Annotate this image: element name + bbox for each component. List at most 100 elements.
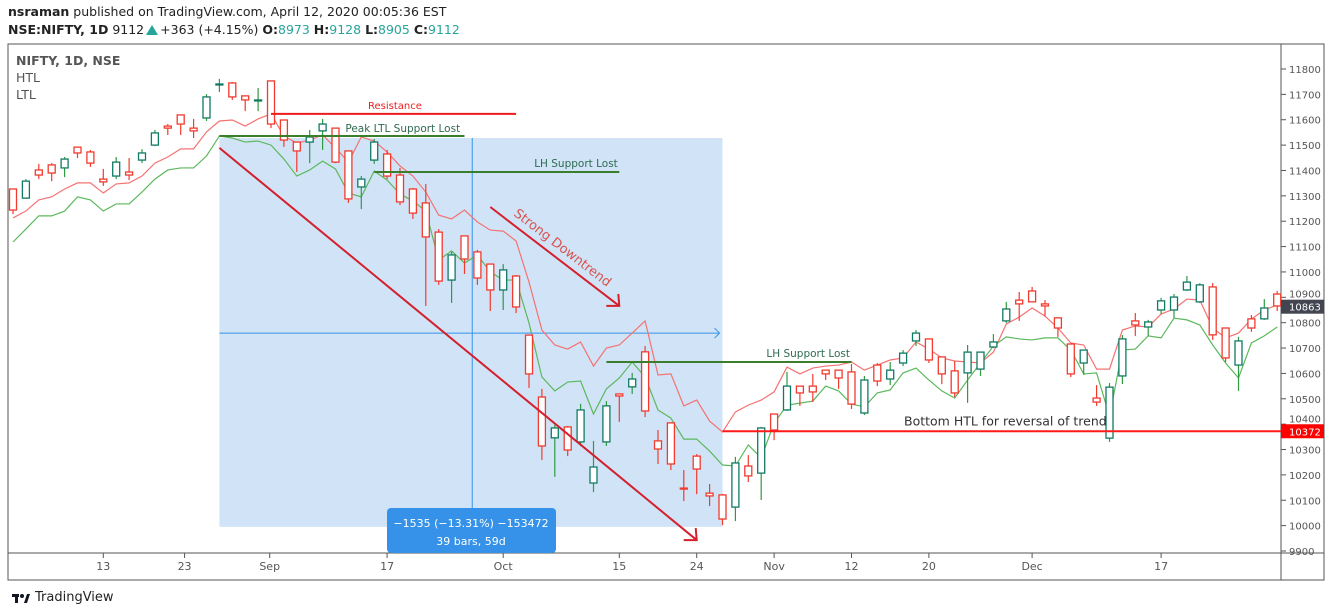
candle-body <box>731 462 740 508</box>
candle-body <box>976 351 985 370</box>
author-name[interactable]: nsraman <box>8 4 70 19</box>
candle-down <box>1040 300 1050 317</box>
candle-body <box>963 351 972 374</box>
y-tick-label: 10300 <box>1289 446 1321 457</box>
candle-body <box>73 146 82 154</box>
candle-down <box>1208 283 1217 340</box>
measure-range-box <box>219 138 723 527</box>
legend-ltl: LTL <box>16 87 36 102</box>
candle-body <box>292 141 301 152</box>
candle-body <box>757 427 766 474</box>
candle-down <box>176 114 185 135</box>
candle-body <box>563 426 572 451</box>
candle-body <box>395 174 405 203</box>
candle-down <box>795 385 805 406</box>
candle-down <box>460 235 469 274</box>
candle-down <box>1027 286 1037 303</box>
x-tick-label: 12 <box>845 560 859 573</box>
bottom-htl-label: Bottom HTL for reversal of trend <box>904 413 1107 428</box>
x-tick-label: Sep <box>259 560 280 573</box>
candle-up <box>1156 297 1166 315</box>
measure-tooltip-change: −1535 (−13.31%) −153472 <box>393 517 548 530</box>
candle-body <box>924 338 934 361</box>
candle-body <box>460 235 469 260</box>
candle-up <box>112 157 121 180</box>
candle-body <box>241 95 250 101</box>
tradingview-logo[interactable]: TradingView <box>12 590 114 605</box>
candle-down <box>86 149 95 167</box>
candle-up <box>1144 319 1153 336</box>
lh-support-label-2: LH Support Lost <box>766 348 850 360</box>
downtrend-arrow-line <box>489 206 620 307</box>
candle-body <box>718 494 727 520</box>
candle-up <box>976 351 985 376</box>
candle-down <box>821 369 830 381</box>
candle-body <box>769 413 779 431</box>
candle-down <box>847 364 856 409</box>
candle-body <box>653 440 663 450</box>
candle-body <box>331 127 340 163</box>
candle-down <box>241 95 250 112</box>
candle-body <box>21 180 31 199</box>
candle-body <box>137 152 147 161</box>
candle-down <box>279 119 289 147</box>
candle-down <box>679 470 688 502</box>
candle-body <box>1208 286 1217 336</box>
candle-body <box>163 125 172 129</box>
candle-body <box>795 385 805 394</box>
candle-down <box>163 124 172 135</box>
candle-down <box>769 413 779 441</box>
price-badge-label: 10863 <box>1289 303 1321 314</box>
candle-down <box>1092 385 1101 406</box>
candle-up <box>60 157 69 178</box>
candle-down <box>640 346 650 418</box>
candle-down <box>331 127 340 164</box>
candle-body <box>253 99 263 102</box>
candle-body <box>99 178 108 183</box>
low-value: 8905 <box>378 22 410 37</box>
y-tick-label: 11100 <box>1289 243 1321 254</box>
x-tick-label: 23 <box>178 560 192 573</box>
y-tick-label: 10600 <box>1289 369 1321 380</box>
candle-down <box>653 429 663 464</box>
candle-body <box>266 80 276 125</box>
candle-up <box>1195 283 1204 303</box>
lh-support-label-1: LH Support Lost <box>534 158 618 170</box>
candle-down <box>937 356 946 385</box>
candle-down <box>524 334 534 388</box>
candle-body <box>1260 307 1269 320</box>
candle-up <box>1234 336 1243 391</box>
candle-up <box>447 251 456 303</box>
candle-body <box>382 153 392 177</box>
price-badge <box>1281 299 1324 314</box>
candle-body <box>1002 308 1011 322</box>
candle-down <box>834 369 843 389</box>
candle-down <box>563 425 572 457</box>
candle-down <box>1221 327 1230 363</box>
candle-up <box>137 149 147 164</box>
candle-body <box>60 158 69 169</box>
candle-body <box>408 188 418 214</box>
tradingview-brand: TradingView <box>35 590 114 605</box>
measure-arrow-icon <box>714 327 721 339</box>
candle-up <box>499 264 508 310</box>
candle-body <box>112 161 121 177</box>
x-tick-label: Oct <box>494 560 514 573</box>
legend-title: NIFTY, 1D, NSE <box>16 53 121 68</box>
y-tick-label: 11300 <box>1289 192 1321 203</box>
candle-body <box>344 150 353 200</box>
close-label: C: <box>413 22 429 37</box>
candle-body <box>421 202 430 238</box>
price-badge-label: 10372 <box>1289 427 1321 438</box>
candle-body <box>473 251 482 279</box>
trend-arrow-line <box>218 147 698 541</box>
candle-up <box>589 440 598 493</box>
last-price: 9112 <box>112 22 145 37</box>
candle-body <box>744 465 753 477</box>
symbol: NSE:NIFTY, 1D <box>8 22 109 37</box>
x-tick-label: 24 <box>690 560 704 573</box>
candle-up <box>150 129 160 147</box>
candle-body <box>537 396 547 447</box>
candle-body <box>989 341 998 348</box>
